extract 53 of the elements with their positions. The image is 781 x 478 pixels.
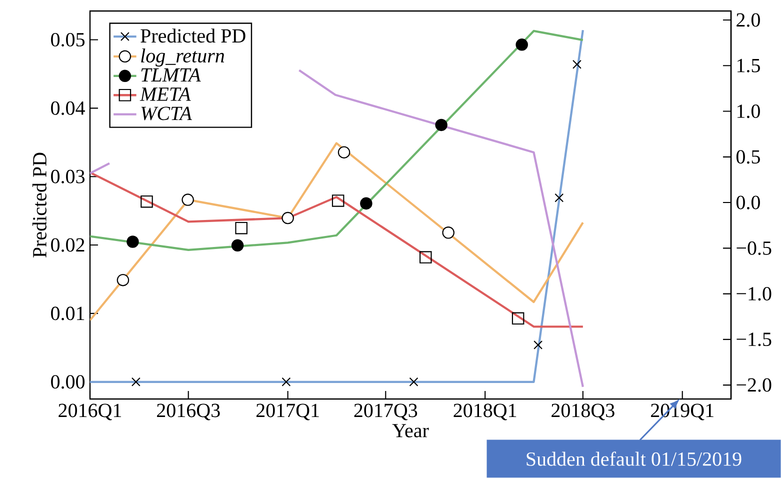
point <box>235 222 248 234</box>
point <box>554 193 564 202</box>
point <box>442 226 454 239</box>
y-tick-label: 0.01 <box>51 306 84 320</box>
x-tick-label: 2017Q3 <box>354 404 418 420</box>
point <box>282 377 291 386</box>
point <box>435 118 448 132</box>
point <box>140 195 153 208</box>
line-series <box>90 171 584 328</box>
point <box>282 212 294 224</box>
y2-tick-label: 2.0 <box>736 13 760 27</box>
y2-tick-label: 0.5 <box>736 150 760 164</box>
x-tick-label: 2016Q1 <box>58 404 122 420</box>
point <box>338 146 350 158</box>
x-tick-label: 2018Q3 <box>552 404 614 420</box>
text: Sudden default 01/15/2019 <box>526 452 742 466</box>
point <box>231 239 244 252</box>
legend-label: Predicted PD <box>140 28 246 43</box>
y2-tick-label: 0.0 <box>736 196 760 210</box>
legend-label: WCTA <box>141 106 192 120</box>
point <box>420 251 432 264</box>
legend-label: META <box>140 88 191 101</box>
point <box>116 274 130 286</box>
x-tick-label: 2017Q1 <box>256 404 319 420</box>
point <box>534 340 543 350</box>
y2-tick-label: −1.5 <box>736 332 772 346</box>
y-tick-label: 0.00 <box>51 375 85 389</box>
point <box>332 194 344 207</box>
line-series <box>90 142 584 322</box>
x-tick-label: 2018Q1 <box>454 404 516 420</box>
y2-tick-label: −2.0 <box>736 378 772 392</box>
y2-tick-label: −1.0 <box>736 286 772 301</box>
y-tick-label: 0.03 <box>51 170 85 184</box>
legend-label: TLMTA <box>141 68 201 82</box>
legend-label: log_return <box>141 48 224 67</box>
y2-tick-label: 1.5 <box>737 58 760 72</box>
x-axis-title: Year <box>392 424 429 438</box>
point <box>409 377 418 386</box>
point <box>182 194 194 206</box>
y2-tick-label: −0.5 <box>736 241 772 255</box>
y-axis-title: Predicted PD <box>32 152 46 258</box>
y-tick-label: 0.05 <box>51 32 85 47</box>
point <box>126 236 139 248</box>
y2-tick-label: 1.0 <box>737 104 760 118</box>
y-tick-label: 0.02 <box>51 238 84 252</box>
line-series <box>90 30 584 252</box>
point <box>360 197 372 210</box>
point <box>512 312 524 325</box>
point <box>572 60 582 69</box>
point <box>131 377 140 386</box>
x-tick-label: 2016Q3 <box>157 404 220 420</box>
y-tick-label: 0.04 <box>51 101 85 115</box>
point <box>516 38 528 51</box>
